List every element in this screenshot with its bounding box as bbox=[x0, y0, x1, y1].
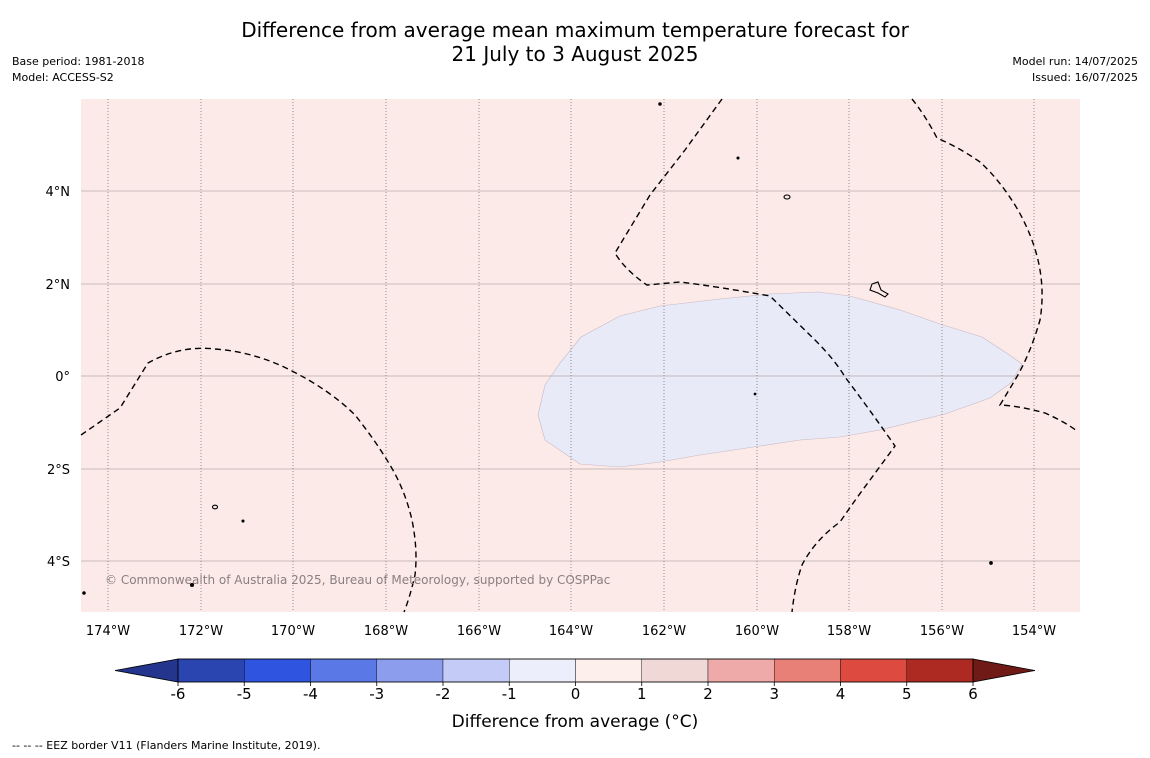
colorbar-tick-label: 3 bbox=[769, 685, 779, 703]
colorbar-tick-label: 5 bbox=[902, 685, 912, 703]
colorbar-segment bbox=[376, 658, 444, 683]
colorbar-tick-label: 0 bbox=[571, 685, 581, 703]
islands bbox=[82, 102, 993, 595]
model-run: Model run: 14/07/2025 bbox=[1012, 55, 1138, 68]
lon-label: 162°W bbox=[642, 624, 686, 639]
issued-date: Issued: 16/07/2025 bbox=[1031, 71, 1138, 84]
lat-label: 0° bbox=[55, 370, 70, 385]
cool-anomaly-region bbox=[537, 291, 1023, 468]
colorbar-extension-high bbox=[972, 658, 1036, 683]
colorbar-title: Difference from average (°C) bbox=[452, 712, 699, 732]
colorbar-tick-label: 6 bbox=[968, 685, 978, 703]
lat-label: 2°S bbox=[47, 463, 70, 478]
island bbox=[753, 392, 757, 396]
lon-label: 158°W bbox=[827, 624, 871, 639]
island bbox=[82, 591, 86, 595]
island bbox=[869, 281, 889, 298]
colorbar-segment bbox=[575, 658, 642, 683]
map-panel: © Commonwealth of Australia 2025, Bureau… bbox=[80, 98, 1080, 613]
colorbar-tick-label: 1 bbox=[637, 685, 647, 703]
colorbar-tick-label: 4 bbox=[836, 685, 846, 703]
island bbox=[783, 194, 791, 200]
longitude-labels: 174°W 172°W 170°W 168°W 166°W 164°W 162°… bbox=[86, 624, 1056, 639]
island bbox=[241, 519, 245, 523]
lon-label: 170°W bbox=[271, 624, 315, 639]
colorbar-tick-label: -6 bbox=[171, 685, 186, 703]
lon-label: 172°W bbox=[179, 624, 223, 639]
copyright-notice: © Commonwealth of Australia 2025, Bureau… bbox=[105, 573, 610, 587]
lat-label: 2°N bbox=[46, 278, 71, 293]
colorbar-tick-label: -3 bbox=[369, 685, 384, 703]
colorbar-segment bbox=[641, 658, 709, 683]
model-name: Model: ACCESS-S2 bbox=[12, 71, 114, 84]
lon-label: 160°W bbox=[735, 624, 779, 639]
eez-legend: -- -- -- EEZ border V11 (Flanders Marine… bbox=[12, 739, 321, 752]
eez-border-east bbox=[911, 98, 1078, 432]
lat-label: 4°S bbox=[47, 555, 70, 570]
lon-label: 174°W bbox=[86, 624, 130, 639]
colorbar: -6 -5 -4 -3 -2 -1 0 1 2 3 4 5 6 bbox=[114, 658, 1036, 703]
colorbar-segment bbox=[310, 658, 377, 683]
colorbar-tick-label: -2 bbox=[436, 685, 451, 703]
island bbox=[189, 582, 195, 588]
eez-border-west bbox=[80, 347, 417, 613]
colorbar-segment bbox=[774, 658, 841, 683]
island bbox=[989, 561, 993, 565]
base-period: Base period: 1981-2018 bbox=[12, 55, 145, 68]
latitude-labels: 4°N 2°N 0° 2°S 4°S bbox=[46, 185, 71, 570]
colorbar-segment bbox=[906, 658, 974, 683]
island bbox=[658, 102, 662, 106]
lon-label: 154°W bbox=[1012, 624, 1056, 639]
island bbox=[736, 156, 740, 160]
eez-borders bbox=[80, 98, 1078, 613]
lon-label: 166°W bbox=[457, 624, 501, 639]
colorbar-tick-label: 2 bbox=[703, 685, 713, 703]
meta-left: Base period: 1981-2018 Model: ACCESS-S2 bbox=[12, 54, 144, 86]
colorbar-tick-label: -5 bbox=[237, 685, 252, 703]
colorbar-segment bbox=[509, 658, 576, 683]
latitude-gridlines bbox=[81, 190, 1080, 562]
colorbar-tick-label: -1 bbox=[502, 685, 517, 703]
colorbar-tick-label: -4 bbox=[303, 685, 318, 703]
lon-label: 168°W bbox=[364, 624, 408, 639]
colorbar-segment bbox=[244, 658, 311, 683]
colorbar-segment bbox=[177, 658, 245, 683]
meta-right: Model run: 14/07/2025 Issued: 16/07/2025 bbox=[1012, 54, 1138, 86]
colorbar-segment bbox=[840, 658, 907, 683]
lon-label: 164°W bbox=[549, 624, 593, 639]
eez-border-central bbox=[614, 98, 896, 613]
colorbar-extension-low bbox=[114, 658, 179, 683]
lat-label: 4°N bbox=[46, 185, 71, 200]
colorbar-segment bbox=[707, 658, 775, 683]
colorbar-segment bbox=[442, 658, 510, 683]
map-title: Difference from average mean maximum tem… bbox=[241, 18, 909, 66]
lon-label: 156°W bbox=[920, 624, 964, 639]
island bbox=[211, 504, 219, 510]
